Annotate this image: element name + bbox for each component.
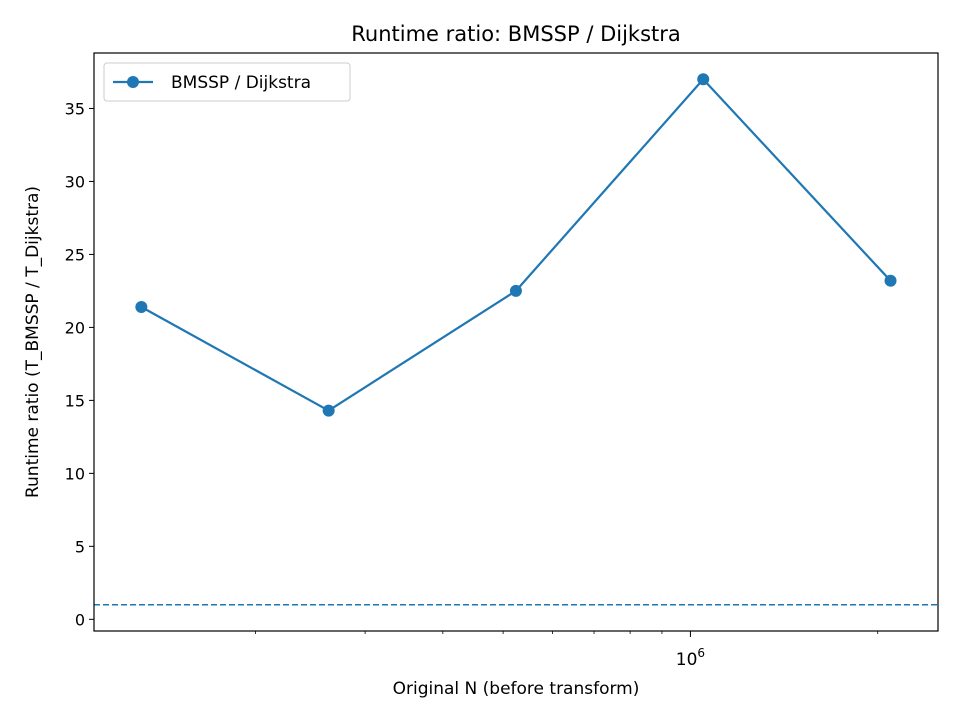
y-tick-label: 10 bbox=[65, 464, 85, 483]
y-tick-label: 25 bbox=[65, 245, 85, 264]
x-axis-label: Original N (before transform) bbox=[393, 679, 640, 699]
y-tick-label: 15 bbox=[65, 391, 85, 410]
legend-label: BMSSP / Dijkstra bbox=[171, 73, 311, 93]
y-axis-label: Runtime ratio (T_BMSSP / T_Dijkstra) bbox=[23, 186, 43, 498]
axes-frame bbox=[93, 52, 939, 632]
x-tick-base: 10 bbox=[676, 650, 698, 670]
legend-box bbox=[103, 62, 351, 102]
x-tick-label: 106 bbox=[676, 646, 705, 670]
y-tick-label: 20 bbox=[65, 318, 85, 337]
legend-marker bbox=[127, 76, 139, 88]
y-tick-label: 5 bbox=[75, 537, 85, 556]
chart-title: Runtime ratio: BMSSP / Dijkstra bbox=[351, 22, 681, 46]
x-tick-exponent: 6 bbox=[697, 646, 705, 660]
y-tick-label: 30 bbox=[65, 172, 85, 191]
data-point bbox=[509, 284, 522, 297]
y-tick-label: 0 bbox=[75, 610, 85, 629]
y-tick-label: 35 bbox=[65, 99, 85, 118]
data-point bbox=[322, 404, 335, 417]
data-point bbox=[135, 300, 148, 313]
data-point bbox=[884, 274, 897, 287]
data-point bbox=[697, 73, 710, 86]
